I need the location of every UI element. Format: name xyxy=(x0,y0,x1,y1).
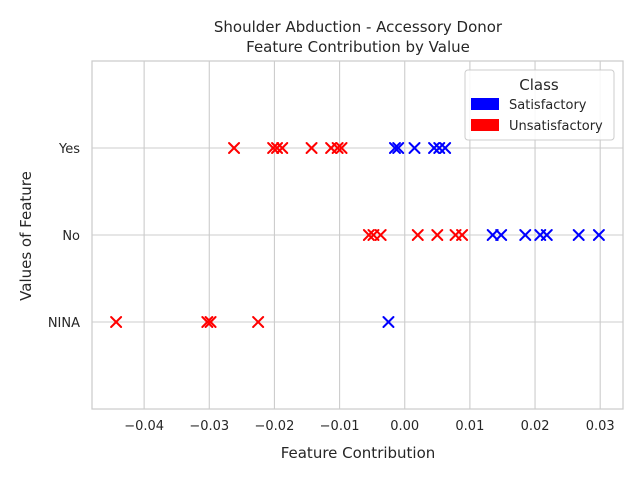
chart-title-line-2: Feature Contribution by Value xyxy=(246,38,470,56)
data-point-satisfactory xyxy=(388,142,401,154)
legend: Class Satisfactory Unsatisfactory xyxy=(464,69,615,141)
x-tick-label: 0.01 xyxy=(455,419,484,434)
data-point-unsatisfactory xyxy=(271,142,284,154)
data-point-unsatisfactory xyxy=(374,229,387,241)
data-point-satisfactory xyxy=(486,229,499,241)
x-tick-label: 0.02 xyxy=(521,419,550,434)
data-points xyxy=(110,142,605,328)
data-point-satisfactory xyxy=(392,142,405,154)
legend-swatch-satisfactory xyxy=(471,98,499,110)
x-tick-label: 0.03 xyxy=(586,419,615,434)
data-point-satisfactory xyxy=(519,229,532,241)
data-point-unsatisfactory xyxy=(204,316,217,328)
chart-title-line-1: Shoulder Abduction - Accessory Donor xyxy=(214,18,503,36)
x-tick-label: −0.01 xyxy=(320,419,360,434)
y-tick-labels: NINA No Yes xyxy=(48,142,80,331)
legend-label-unsatisfactory: Unsatisfactory xyxy=(509,119,603,134)
data-point-satisfactory xyxy=(572,229,585,241)
y-tick-label: NINA xyxy=(48,316,80,331)
x-axis-label: Feature Contribution xyxy=(281,444,436,462)
y-axis-label: Values of Feature xyxy=(17,171,35,301)
data-point-unsatisfactory xyxy=(267,142,280,154)
data-point-unsatisfactory xyxy=(362,229,375,241)
data-point-unsatisfactory xyxy=(411,229,424,241)
data-point-unsatisfactory xyxy=(331,142,344,154)
x-tick-label: 0.00 xyxy=(390,419,419,434)
data-point-satisfactory xyxy=(382,316,395,328)
x-tick-labels: −0.04 −0.03 −0.02 −0.01 0.00 0.01 0.02 0.03 xyxy=(124,419,614,434)
data-point-unsatisfactory xyxy=(276,142,289,154)
data-point-unsatisfactory xyxy=(252,316,265,328)
data-point-satisfactory xyxy=(592,229,605,241)
legend-swatch-unsatisfactory xyxy=(471,119,499,131)
data-point-unsatisfactory xyxy=(335,142,348,154)
data-point-unsatisfactory xyxy=(456,229,469,241)
data-point-unsatisfactory xyxy=(431,229,444,241)
data-point-satisfactory xyxy=(428,142,441,154)
data-point-satisfactory xyxy=(408,142,421,154)
data-point-unsatisfactory xyxy=(201,316,214,328)
data-point-satisfactory xyxy=(540,229,553,241)
legend-title: Class xyxy=(519,76,559,94)
legend-box xyxy=(464,69,615,141)
data-point-unsatisfactory xyxy=(110,316,123,328)
data-point-unsatisfactory xyxy=(305,142,318,154)
y-tick-label: Yes xyxy=(58,142,80,157)
x-tick-label: −0.03 xyxy=(189,419,229,434)
y-tick-label: No xyxy=(62,229,80,244)
plot-area-frame xyxy=(91,60,624,410)
data-point-satisfactory xyxy=(439,142,452,154)
legend-label-satisfactory: Satisfactory xyxy=(509,98,587,113)
x-tick-label: −0.02 xyxy=(255,419,295,434)
data-point-unsatisfactory xyxy=(228,142,241,154)
x-tick-label: −0.04 xyxy=(124,419,164,434)
data-point-satisfactory xyxy=(495,229,508,241)
